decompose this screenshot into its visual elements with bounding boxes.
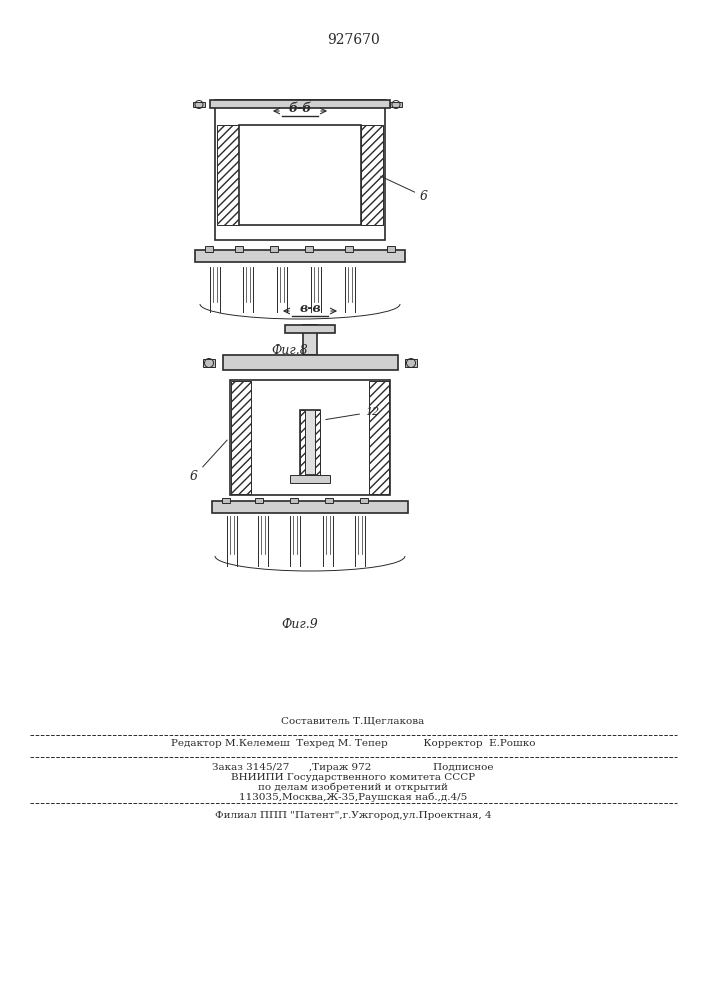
Text: Заказ 3145/27      ,Тираж 972                   Подписное: Заказ 3145/27 ,Тираж 972 Подписное [212, 762, 493, 772]
Bar [405, 359, 417, 367]
Bar [193, 102, 205, 107]
Bar [387, 246, 395, 252]
Bar [290, 475, 330, 483]
Text: по делам изобретений и открытий: по делам изобретений и открытий [258, 782, 448, 792]
Bar [210, 100, 390, 108]
Bar [290, 498, 298, 503]
Bar [325, 498, 333, 503]
Text: 6: 6 [190, 440, 227, 483]
Bar [223, 355, 398, 370]
Bar [205, 246, 213, 252]
Bar [361, 125, 383, 225]
Bar [345, 246, 353, 252]
Text: Редактор М.Келемеш  Техред М. Тепер           Корректор  Е.Рошко: Редактор М.Келемеш Техред М. Тепер Корре… [171, 740, 535, 748]
Text: Филиал ППП "Патент",г.Ужгород,ул.Проектная, 4: Филиал ППП "Патент",г.Ужгород,ул.Проектн… [215, 810, 491, 820]
Bar [195, 250, 405, 262]
Bar [215, 100, 385, 240]
Text: Фиг.8: Фиг.8 [271, 344, 308, 357]
Bar [235, 246, 243, 252]
Bar [203, 359, 215, 367]
Text: ВНИИПИ Государственного комитета СССР: ВНИИПИ Государственного комитета СССР [231, 772, 475, 782]
Text: б-б: б-б [288, 102, 312, 115]
Text: 6: 6 [380, 176, 428, 203]
Bar [300, 410, 320, 475]
Bar [303, 325, 317, 355]
Bar [212, 501, 408, 513]
Bar [390, 102, 402, 107]
Bar [217, 125, 239, 225]
Text: в-в: в-в [299, 302, 321, 315]
Text: 927670: 927670 [327, 33, 380, 47]
Bar [255, 498, 263, 503]
Bar [239, 125, 361, 225]
Bar [222, 498, 230, 503]
Bar [270, 246, 278, 252]
Bar [369, 381, 389, 494]
Text: 113035,Москва,Ж-35,Раушская наб.,д.4/5: 113035,Москва,Ж-35,Раушская наб.,д.4/5 [239, 792, 467, 802]
Text: 12: 12 [326, 407, 379, 420]
Bar [360, 498, 368, 503]
Bar [315, 410, 320, 475]
Text: Фиг.9: Фиг.9 [281, 618, 318, 632]
Bar [305, 246, 313, 252]
Bar [230, 380, 390, 495]
Bar [300, 410, 305, 475]
Bar [231, 381, 251, 494]
Bar [285, 325, 335, 333]
Text: Составитель Т.Щеглакова: Составитель Т.Щеглакова [281, 716, 425, 726]
